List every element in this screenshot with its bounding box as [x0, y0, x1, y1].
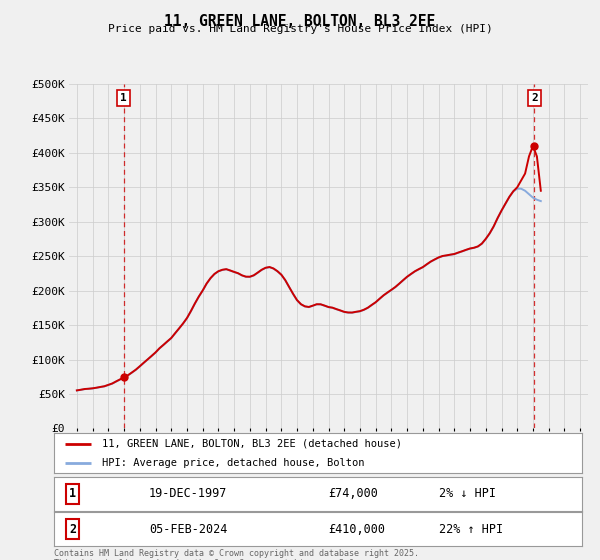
Text: 05-FEB-2024: 05-FEB-2024 — [149, 522, 227, 536]
Text: 1: 1 — [120, 93, 127, 103]
Text: 1: 1 — [69, 487, 76, 501]
Text: HPI: Average price, detached house, Bolton: HPI: Average price, detached house, Bolt… — [101, 458, 364, 468]
Text: 19-DEC-1997: 19-DEC-1997 — [149, 487, 227, 501]
Text: £74,000: £74,000 — [329, 487, 379, 501]
Text: Contains HM Land Registry data © Crown copyright and database right 2025.
This d: Contains HM Land Registry data © Crown c… — [54, 549, 419, 560]
Text: 2: 2 — [69, 522, 76, 536]
Text: 11, GREEN LANE, BOLTON, BL3 2EE: 11, GREEN LANE, BOLTON, BL3 2EE — [164, 14, 436, 29]
Text: Price paid vs. HM Land Registry's House Price Index (HPI): Price paid vs. HM Land Registry's House … — [107, 24, 493, 34]
Text: 11, GREEN LANE, BOLTON, BL3 2EE (detached house): 11, GREEN LANE, BOLTON, BL3 2EE (detache… — [101, 439, 401, 449]
Text: 2: 2 — [531, 93, 538, 103]
Text: 22% ↑ HPI: 22% ↑ HPI — [439, 522, 503, 536]
Text: 2% ↓ HPI: 2% ↓ HPI — [439, 487, 496, 501]
Text: £410,000: £410,000 — [329, 522, 386, 536]
